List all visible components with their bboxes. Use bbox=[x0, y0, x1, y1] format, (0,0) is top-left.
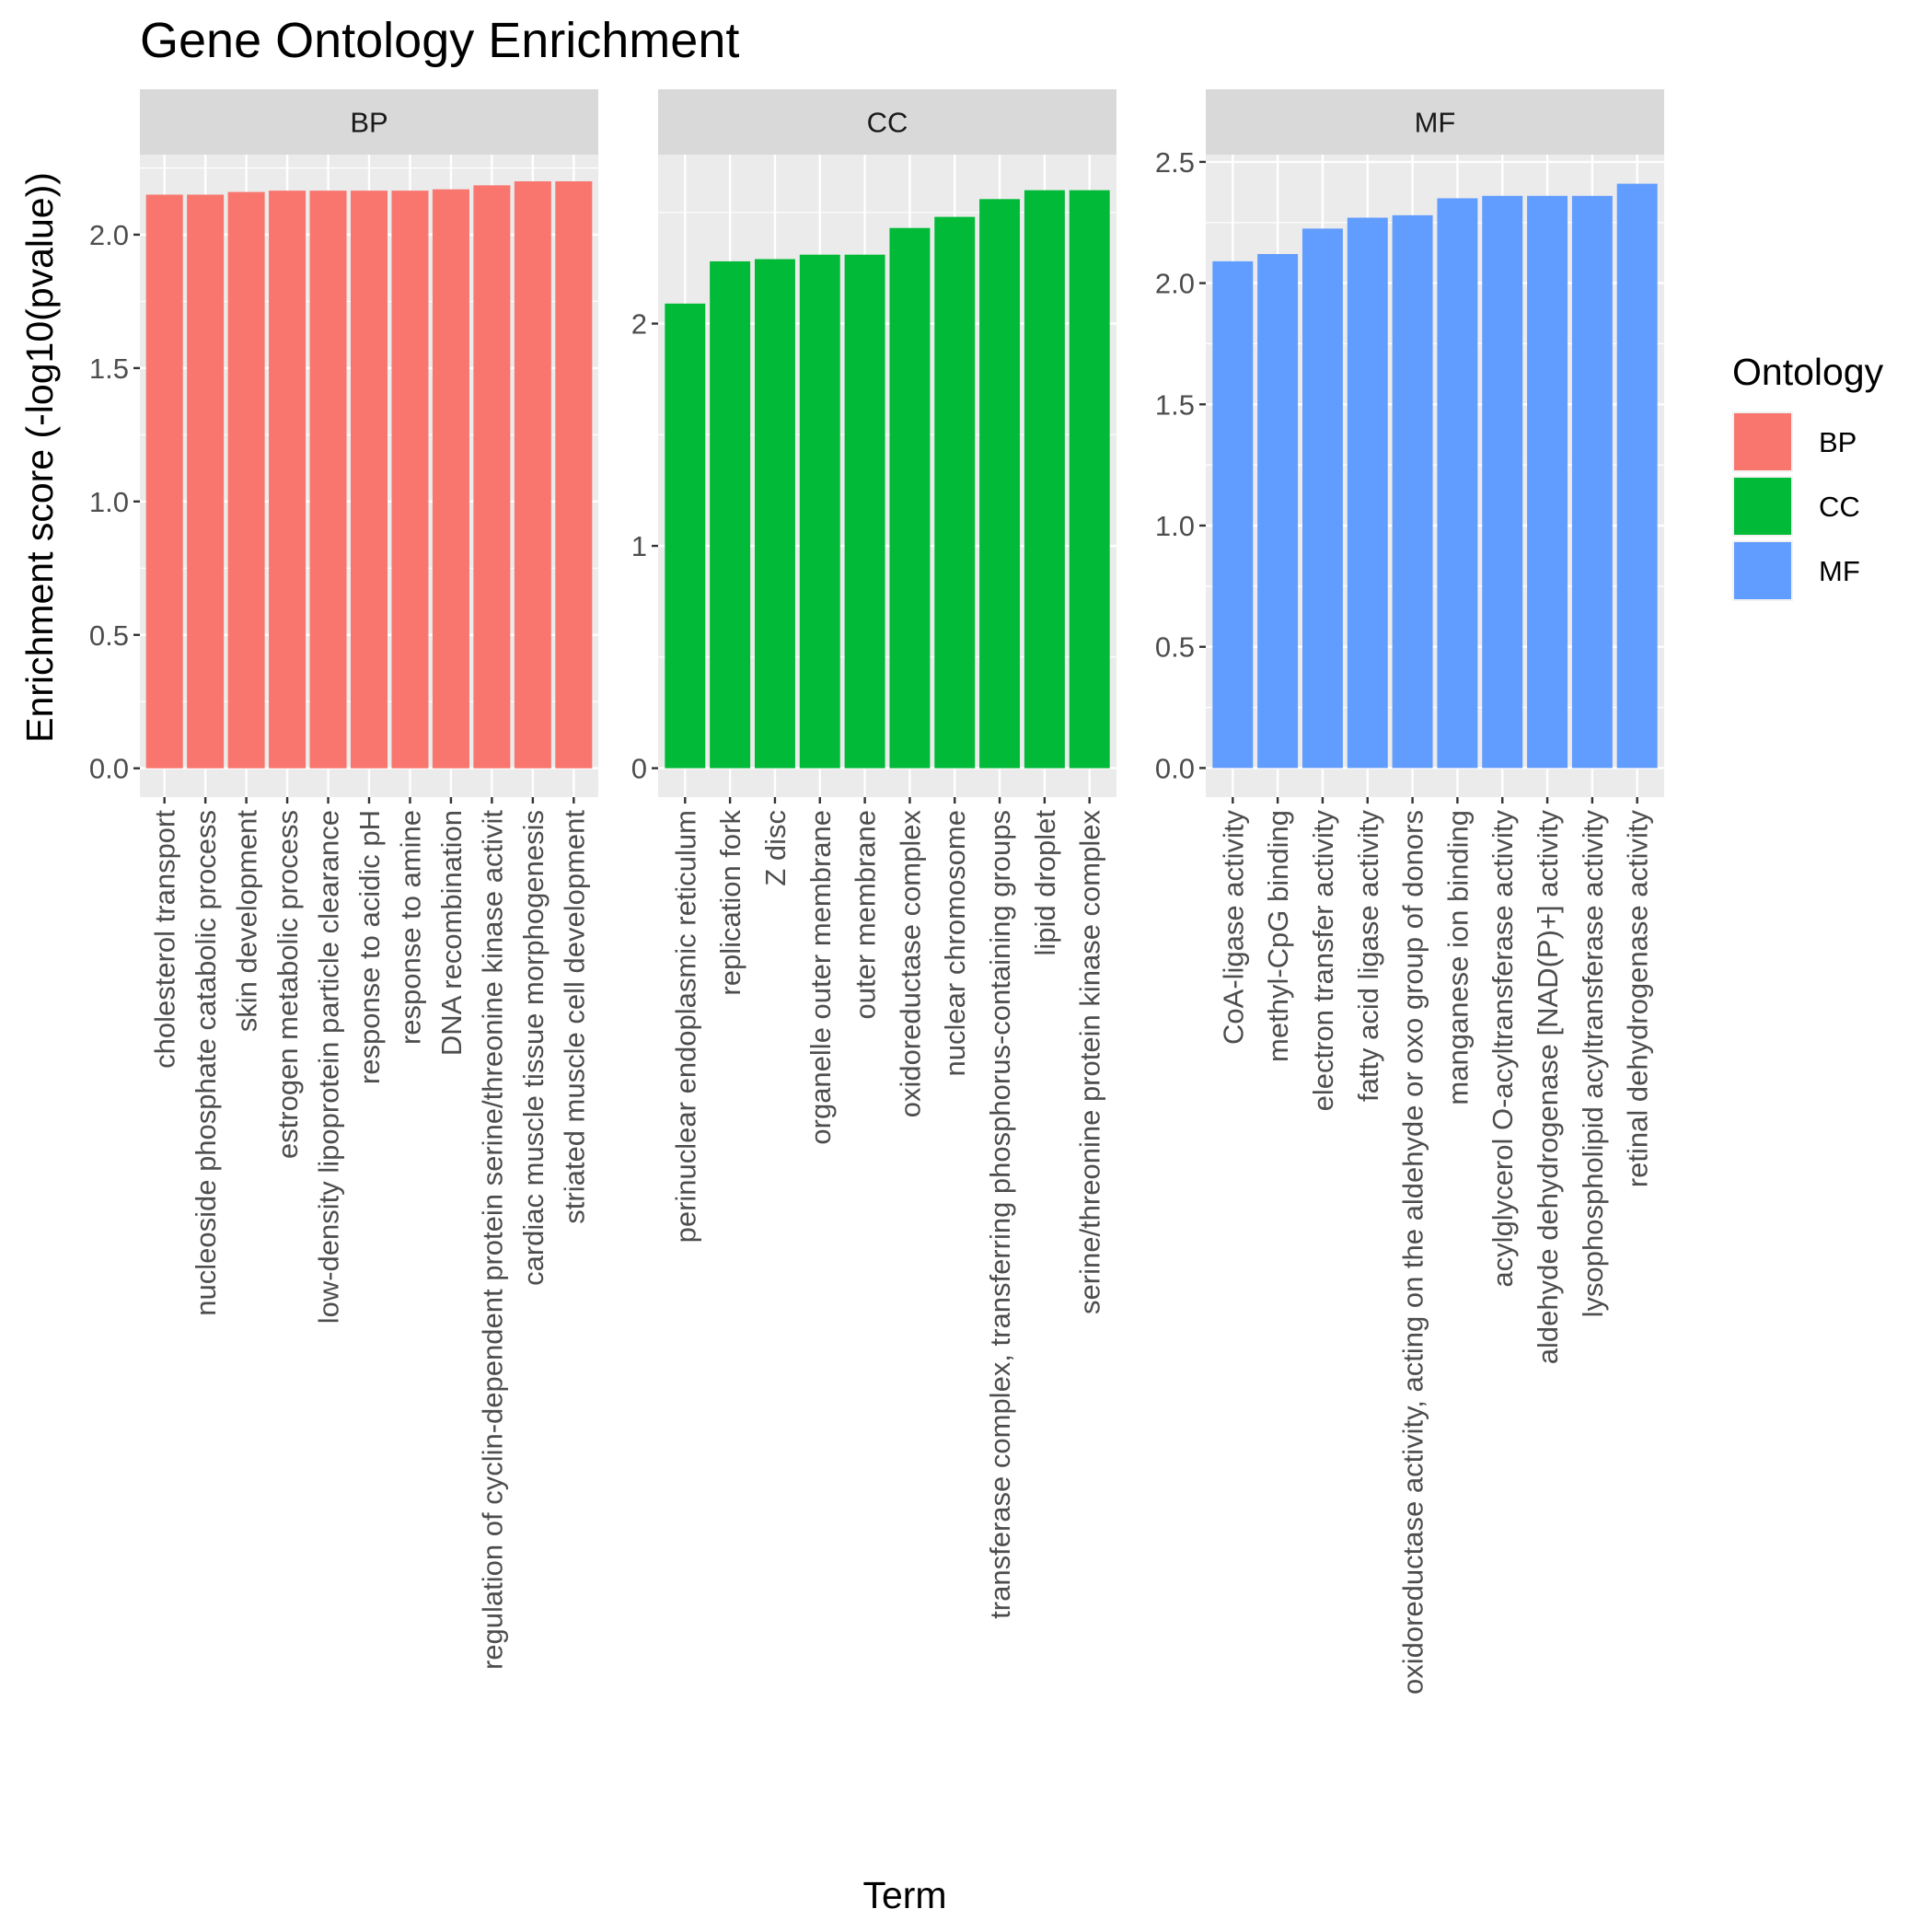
bar bbox=[1527, 195, 1568, 769]
legend-label: CC bbox=[1819, 491, 1860, 523]
x-tick-label: lipid droplet bbox=[1029, 810, 1061, 956]
bar bbox=[799, 254, 840, 769]
legend-title: Ontology bbox=[1732, 351, 1884, 393]
facet-strip bbox=[1206, 89, 1664, 155]
bar bbox=[889, 227, 931, 769]
bar bbox=[1069, 190, 1110, 769]
x-tick-label: replication fork bbox=[714, 810, 746, 996]
x-tick-label: lysophospholipid acyltransferase activit… bbox=[1577, 810, 1609, 1318]
x-tick-label: skin development bbox=[231, 810, 263, 1033]
facet-panel-bp: BP 0.0 0.5 1.0 1.5 2.0 cholesterol transport nu… bbox=[89, 89, 598, 1670]
x-tick-label: methyl-CpG binding bbox=[1262, 810, 1294, 1062]
x-tick-label: outer membrane bbox=[850, 810, 882, 1019]
x-tick-label: serine/threonine protein kinase complex bbox=[1074, 810, 1106, 1314]
bar bbox=[269, 191, 307, 769]
bar bbox=[1437, 198, 1478, 769]
x-tick-label: cholesterol transport bbox=[149, 810, 181, 1069]
bar bbox=[473, 185, 511, 769]
bar bbox=[227, 191, 265, 769]
bar bbox=[1301, 228, 1343, 769]
x-axis-title: Term bbox=[862, 1874, 946, 1916]
bar bbox=[145, 194, 183, 769]
bar bbox=[391, 191, 429, 769]
x-tick-label: retinal dehydrogenase activity bbox=[1622, 810, 1654, 1188]
x-tick-label: CoA-ligase activity bbox=[1217, 810, 1249, 1045]
x-tick-label: estrogen metabolic process bbox=[272, 810, 304, 1159]
y-tick-label: 2.5 bbox=[1155, 146, 1195, 179]
bar bbox=[1257, 253, 1299, 769]
facet-panel-cc: CC 0 1 2 perinuclear endoplasmic reticulum re… bbox=[631, 89, 1116, 1619]
x-tick-label: manganese ion binding bbox=[1441, 810, 1474, 1105]
y-tick-label: 2 bbox=[631, 308, 647, 341]
y-tick-label: 1.0 bbox=[1155, 510, 1195, 542]
facet-strip-label: MF bbox=[1415, 107, 1456, 139]
legend-label: BP bbox=[1819, 426, 1857, 458]
x-tick-label: Z disc bbox=[759, 810, 792, 886]
bar bbox=[1571, 195, 1613, 769]
y-tick-label: 2.0 bbox=[1155, 268, 1195, 300]
legend-swatch bbox=[1734, 478, 1791, 535]
y-tick-label: 0 bbox=[631, 753, 647, 785]
x-tick-label: response to acidic pH bbox=[353, 810, 386, 1084]
bar bbox=[844, 254, 885, 769]
x-tick-label: perinuclear endoplasmic reticulum bbox=[669, 810, 701, 1243]
x-tick-label: transferase complex, transferring phosph… bbox=[984, 810, 1016, 1619]
chart-title: Gene Ontology Enrichment bbox=[140, 13, 739, 68]
bar bbox=[514, 180, 551, 769]
bar bbox=[979, 199, 1021, 769]
bar bbox=[1616, 183, 1658, 769]
y-tick-label: 1.0 bbox=[89, 486, 129, 518]
bar bbox=[934, 216, 976, 769]
bar bbox=[1392, 214, 1433, 769]
y-tick-label: 0.0 bbox=[1155, 752, 1195, 784]
facet-panels: BP 0.0 0.5 1.0 1.5 2.0 cholesterol transport nu… bbox=[89, 89, 1664, 1695]
x-tick-label: electron transfer activity bbox=[1307, 810, 1339, 1112]
legend-swatch bbox=[1734, 542, 1791, 599]
bar bbox=[1212, 260, 1254, 769]
bar bbox=[432, 189, 469, 769]
facet-strip bbox=[140, 89, 598, 155]
y-tick-label: 0.5 bbox=[1155, 631, 1195, 664]
x-tick-label: organelle outer membrane bbox=[804, 810, 837, 1145]
facet-strip bbox=[658, 89, 1116, 155]
bar bbox=[754, 259, 795, 769]
x-tick-label: cardiac muscle tissue morphogenesis bbox=[517, 810, 550, 1286]
x-tick-label: response to amine bbox=[394, 810, 426, 1045]
facet-panel-mf: MF 0.0 0.5 1.0 1.5 2.0 2.5 CoA-ligase activity m… bbox=[1155, 89, 1664, 1695]
x-tick-label: fatty acid ligase activity bbox=[1352, 810, 1384, 1103]
x-tick-label: nucleoside phosphate catabolic process bbox=[190, 810, 222, 1316]
legend: Ontology BP CC MF bbox=[1732, 351, 1884, 601]
bar bbox=[187, 194, 225, 769]
y-tick-label: 1 bbox=[631, 530, 647, 562]
facet-strip-label: CC bbox=[867, 107, 908, 139]
bar bbox=[350, 191, 388, 769]
facet-strip-label: BP bbox=[350, 107, 388, 139]
x-tick-label: striated muscle cell development bbox=[558, 810, 590, 1224]
y-tick-label: 1.5 bbox=[1155, 388, 1195, 421]
x-tick-label: oxidoreductase activity, acting on the a… bbox=[1397, 810, 1429, 1695]
y-tick-label: 2.0 bbox=[89, 219, 129, 251]
x-tick-label: acylglycerol O-acyltransferase activity bbox=[1487, 810, 1519, 1288]
bar bbox=[1347, 217, 1388, 769]
bar bbox=[1024, 190, 1065, 769]
y-axis-title: Enrichment score (-log10(pvalue)) bbox=[18, 172, 61, 743]
bar bbox=[710, 260, 751, 769]
x-tick-label: aldehyde dehydrogenase [NAD(P)+] activit… bbox=[1532, 810, 1564, 1365]
x-tick-label: DNA recombination bbox=[435, 810, 468, 1056]
y-tick-label: 0.0 bbox=[89, 753, 129, 785]
legend-label: MF bbox=[1819, 555, 1860, 587]
bar bbox=[665, 303, 706, 769]
bar bbox=[555, 180, 593, 769]
bar bbox=[309, 191, 347, 769]
y-tick-label: 1.5 bbox=[89, 353, 129, 385]
y-tick-label: 0.5 bbox=[89, 619, 129, 652]
x-tick-label: regulation of cyclin-dependent protein s… bbox=[476, 810, 508, 1670]
bar bbox=[1482, 195, 1523, 769]
x-tick-label: oxidoreductase complex bbox=[894, 810, 926, 1118]
legend-swatch bbox=[1734, 413, 1791, 470]
x-tick-label: nuclear chromosome bbox=[939, 810, 971, 1076]
x-tick-label: low-density lipoprotein particle clearan… bbox=[313, 810, 345, 1324]
